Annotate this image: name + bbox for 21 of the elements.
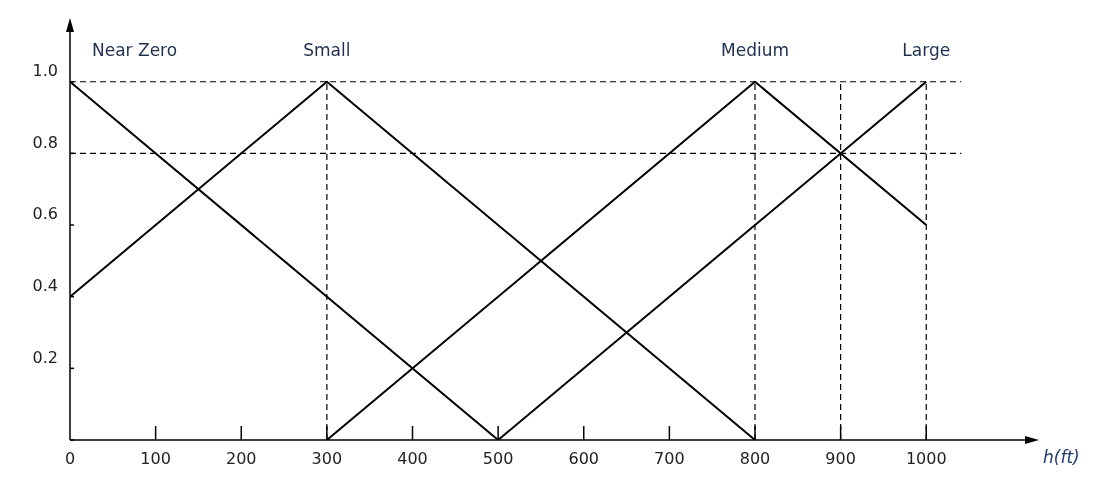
y-tick-label: 0.2 <box>32 347 58 367</box>
x-tick-label: 800 <box>739 449 771 469</box>
x-tick-label: 0 <box>64 449 76 469</box>
series-label: Small <box>303 39 351 60</box>
series-label: Near Zero <box>92 39 178 60</box>
x-tick-label: 500 <box>482 449 514 469</box>
x-tick-label: 400 <box>397 449 428 469</box>
x-tick-label: 600 <box>568 449 600 469</box>
x-tick-label: 900 <box>825 449 856 469</box>
x-tick-label: 700 <box>654 449 685 469</box>
y-tick-label: 0.8 <box>32 132 58 152</box>
series-label: Large <box>902 39 951 60</box>
y-tick-label: 0.6 <box>32 204 58 224</box>
y-tick-label: 1.0 <box>32 60 58 80</box>
y-tick-label: 0.4 <box>32 275 58 295</box>
x-tick-label: 1000 <box>905 449 947 469</box>
x-tick-label: 100 <box>140 449 171 469</box>
x-axis-title: h(ft) <box>1043 446 1080 467</box>
series-label: Medium <box>721 39 789 60</box>
x-tick-label: 300 <box>311 449 343 469</box>
x-tick-label: 200 <box>225 449 257 469</box>
